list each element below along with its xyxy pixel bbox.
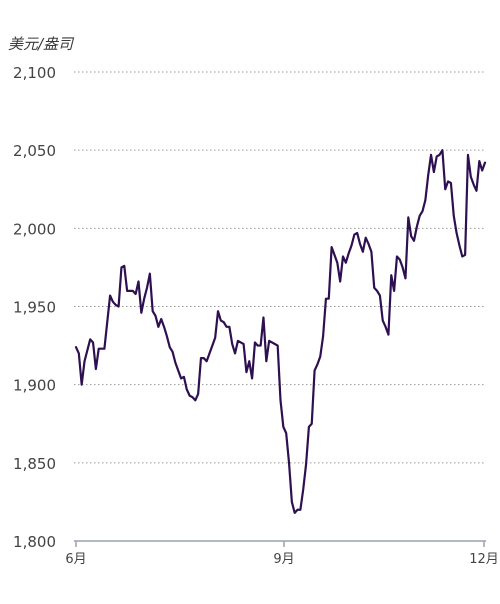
y-tick-label: 2,000 bbox=[13, 220, 56, 238]
y-tick-label: 2,050 bbox=[13, 142, 56, 160]
x-tick-label: 6月 bbox=[65, 552, 86, 567]
y-tick-label: 1,800 bbox=[13, 533, 56, 551]
y-tick-label: 2,100 bbox=[13, 64, 56, 82]
x-tick-label: 12月 bbox=[469, 552, 499, 567]
y-tick-label: 1,950 bbox=[13, 299, 56, 317]
price-series-line bbox=[74, 149, 487, 514]
y-axis-unit-label: 美元/盎司 bbox=[8, 35, 74, 53]
x-axis-ticks: 6月 9月 12月 bbox=[65, 541, 499, 567]
y-axis-tick-labels: 1,800 1,850 1,900 1,950 2,000 2,050 2,100 bbox=[13, 64, 56, 551]
x-tick-label: 9月 bbox=[273, 552, 294, 567]
y-tick-label: 1,900 bbox=[13, 377, 56, 395]
y-tick-label: 1,850 bbox=[13, 455, 56, 473]
